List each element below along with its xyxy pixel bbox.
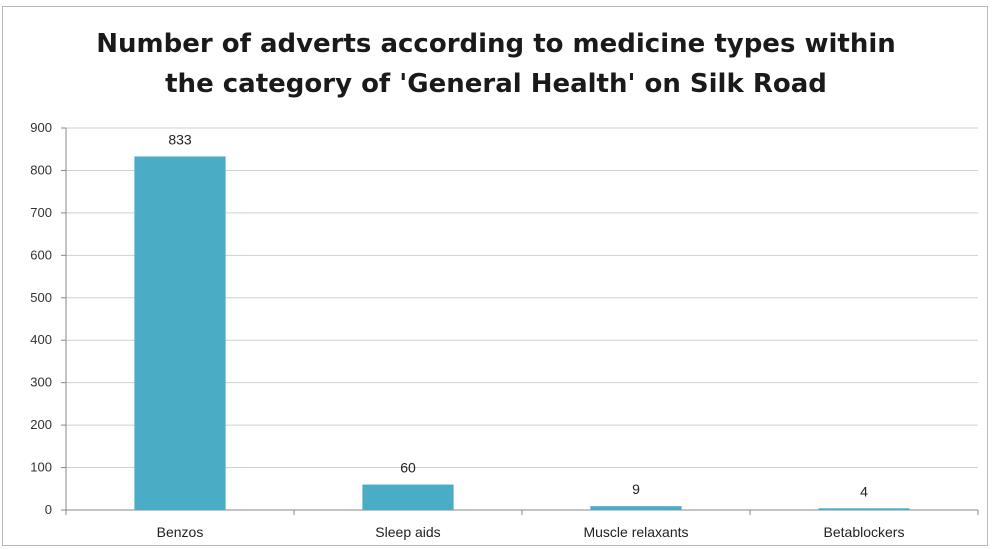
y-tick-label: 0 [45, 502, 52, 517]
y-tick-label: 800 [30, 162, 52, 177]
data-label: 9 [632, 481, 640, 497]
data-label: 60 [400, 460, 416, 476]
y-tick-label: 200 [30, 417, 52, 432]
bar [134, 156, 226, 510]
bar [362, 484, 454, 510]
y-tick-label: 700 [30, 205, 52, 220]
x-tick-label: Sleep aids [375, 524, 440, 540]
bar [590, 506, 682, 510]
y-tick-label: 100 [30, 460, 52, 475]
y-tick-label: 600 [30, 247, 52, 262]
data-label: 4 [860, 483, 868, 499]
y-tick-label: 400 [30, 332, 52, 347]
data-label: 833 [168, 131, 192, 147]
x-tick-label: Benzos [157, 524, 204, 540]
x-tick-label: Betablockers [824, 524, 905, 540]
y-tick-label: 900 [30, 120, 52, 135]
chart-title-line-2: the category of 'General Health' on Silk… [165, 69, 827, 99]
y-tick-label: 500 [30, 290, 52, 305]
x-tick-label: Muscle relaxants [583, 524, 688, 540]
y-tick-label: 300 [30, 375, 52, 390]
chart-title: Number of adverts according to medicine … [0, 24, 992, 104]
chart-title-line-1: Number of adverts according to medicine … [96, 29, 896, 59]
bar [818, 508, 910, 510]
